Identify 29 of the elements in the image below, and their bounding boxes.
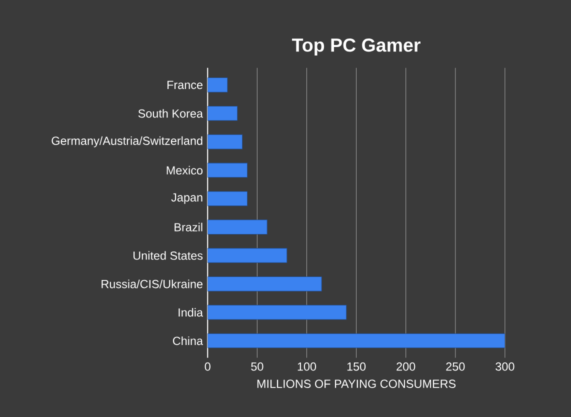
bar — [208, 248, 288, 263]
x-tick-label: 50 — [251, 362, 264, 371]
bar — [208, 162, 248, 178]
x-tick-label: 250 — [446, 362, 465, 371]
y-tick-label: China — [172, 336, 204, 346]
bar — [208, 77, 228, 92]
x-tick-label: 300 — [496, 362, 514, 371]
bar — [208, 304, 347, 320]
bar — [208, 333, 505, 348]
y-tick-label: South Korea — [138, 109, 204, 118]
bar — [208, 106, 238, 121]
y-tick-label: India — [178, 308, 204, 317]
y-tick-label: Germany/Austria/Switzerland — [52, 136, 202, 148]
bar — [208, 191, 248, 206]
y-tick-label: United States — [134, 251, 203, 260]
y-tick-label: Brazil — [174, 222, 202, 232]
bar — [208, 134, 243, 150]
y-tick-label: Japan — [171, 193, 202, 204]
bar — [208, 276, 322, 292]
bar — [208, 220, 268, 234]
y-tick-label: Russia/CIS/Ukraine — [102, 280, 203, 288]
x-tick-label: 100 — [298, 362, 316, 371]
x-tick-label: 150 — [347, 362, 366, 371]
x-tick-label: 200 — [396, 362, 416, 371]
y-tick-label: France — [167, 80, 203, 90]
x-axis-title: MILLIONS OF PAYING CONSUMERS — [257, 380, 456, 388]
chart-title: Top PC Gamer — [292, 38, 420, 56]
y-tick-label: Mexico — [166, 166, 203, 174]
x-tick-label: 0 — [204, 362, 210, 371]
